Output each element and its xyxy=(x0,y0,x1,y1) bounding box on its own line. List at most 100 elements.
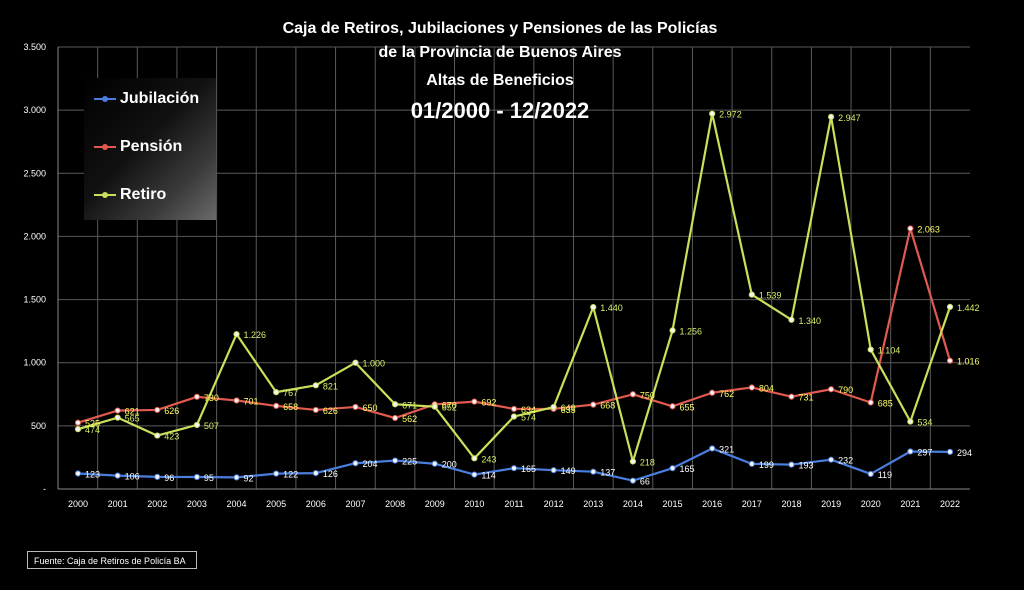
data-label-jubilacion: 294 xyxy=(957,448,972,458)
data-point-retiro xyxy=(827,113,835,120)
data-label-retiro: 767 xyxy=(283,388,298,398)
data-point-pension xyxy=(867,399,874,406)
data-point-pension xyxy=(709,389,716,396)
data-point-pension xyxy=(391,414,399,422)
data-point-jubilacion xyxy=(193,473,201,481)
data-point-retiro xyxy=(946,303,954,310)
data-label-jubilacion: 200 xyxy=(442,460,457,470)
legend-swatch-pension xyxy=(94,144,116,150)
data-point-jubilacion xyxy=(946,448,954,455)
data-label-pension: 658 xyxy=(283,402,298,412)
data-label-jubilacion: 122 xyxy=(283,470,298,480)
x-tick-label: 2011 xyxy=(504,499,523,509)
data-label-pension: 670 xyxy=(442,400,457,410)
data-label-pension: 1.016 xyxy=(957,357,980,367)
y-axis: - 500 1.000 1.500 2.000 2.500 3.000 3.500 xyxy=(23,42,46,494)
data-point-retiro xyxy=(193,421,201,429)
data-label-retiro: 1.340 xyxy=(798,316,821,326)
data-label-jubilacion: 114 xyxy=(481,471,495,481)
data-label-retiro: 2.947 xyxy=(838,113,861,123)
chart-title-line-1: Caja de Retiros, Jubilaciones y Pensione… xyxy=(282,20,718,37)
data-label-jubilacion: 232 xyxy=(838,456,853,466)
legend-label-pension: Pensión xyxy=(120,138,183,155)
data-label-jubilacion: 225 xyxy=(402,457,417,467)
x-tick-label: 2020 xyxy=(861,499,881,509)
data-point-jubilacion xyxy=(233,474,240,481)
x-tick-label: 2010 xyxy=(464,499,484,509)
data-label-jubilacion: 137 xyxy=(600,468,615,478)
data-point-retiro xyxy=(907,418,914,425)
x-tick-label: 2007 xyxy=(345,499,365,509)
data-point-pension xyxy=(748,384,755,391)
chart-title-line-2: de la Provincia de Buenos Aires xyxy=(378,44,622,61)
x-tick-label: 2017 xyxy=(742,499,762,509)
data-label-retiro: 1.104 xyxy=(878,346,901,356)
chart-title-line-3: Altas de Beneficios xyxy=(426,72,574,89)
x-tick-label: 2008 xyxy=(385,499,405,509)
data-point-pension xyxy=(312,406,319,414)
data-label-jubilacion: 193 xyxy=(798,461,813,471)
data-point-jubilacion xyxy=(312,469,319,477)
data-point-jubilacion xyxy=(391,457,399,464)
data-label-jubilacion: 126 xyxy=(323,469,338,479)
data-point-retiro xyxy=(629,458,637,465)
data-point-jubilacion xyxy=(550,467,557,474)
data-point-pension xyxy=(669,403,676,410)
data-point-retiro xyxy=(788,316,795,323)
legend-label-retiro: Retiro xyxy=(120,186,167,203)
data-label-retiro: 821 xyxy=(323,381,338,391)
data-label-jubilacion: 297 xyxy=(917,447,932,457)
x-tick-label: 2019 xyxy=(821,499,841,509)
x-tick-label: 2009 xyxy=(425,499,445,509)
data-label-retiro: 423 xyxy=(164,432,179,442)
data-point-jubilacion xyxy=(748,460,755,467)
x-tick-label: 2018 xyxy=(781,499,801,509)
data-point-retiro xyxy=(669,327,676,334)
data-label-pension: 525 xyxy=(85,419,100,429)
x-tick-label: 2005 xyxy=(266,499,286,509)
data-label-pension: 2.063 xyxy=(917,224,940,234)
data-point-pension xyxy=(193,393,201,400)
data-label-jubilacion: 95 xyxy=(204,473,214,483)
data-label-retiro: 534 xyxy=(917,418,932,428)
data-point-retiro xyxy=(273,389,280,396)
data-label-retiro: 652 xyxy=(442,403,457,413)
data-label-pension: 804 xyxy=(759,383,774,393)
data-point-jubilacion xyxy=(431,460,438,467)
data-point-pension xyxy=(352,403,359,411)
data-label-retiro: 2.972 xyxy=(719,110,742,120)
data-point-pension xyxy=(629,391,637,398)
y-tick-label: 1.000 xyxy=(23,358,46,368)
data-label-retiro: 574 xyxy=(521,413,536,423)
data-point-retiro xyxy=(233,331,240,338)
data-label-jubilacion: 165 xyxy=(680,464,695,474)
x-tick-label: 2015 xyxy=(663,499,683,509)
data-point-jubilacion xyxy=(669,465,676,472)
data-label-retiro: 671 xyxy=(402,400,417,410)
data-label-jubilacion: 321 xyxy=(719,444,734,454)
data-point-retiro xyxy=(391,401,399,408)
data-point-jubilacion xyxy=(154,473,161,480)
data-point-jubilacion xyxy=(510,465,518,472)
x-axis: 2000 2001 2002 2003 2004 2005 2006 2007 2008 2009… xyxy=(68,499,960,509)
data-label-jubilacion: 92 xyxy=(244,473,254,483)
data-label-pension: 790 xyxy=(838,385,853,395)
data-label-pension: 701 xyxy=(244,396,259,406)
data-point-pension xyxy=(471,398,478,405)
data-point-jubilacion xyxy=(709,445,716,452)
chart-title-period: 01/2000 - 12/2022 xyxy=(410,98,590,123)
data-point-retiro xyxy=(867,346,874,353)
legend-swatch-retiro xyxy=(94,192,116,198)
y-tick-label: 2.500 xyxy=(23,168,46,178)
data-label-retiro: 1.226 xyxy=(244,330,267,340)
data-point-pension xyxy=(114,407,121,414)
data-point-retiro xyxy=(471,455,478,462)
data-label-retiro: 474 xyxy=(85,425,100,435)
legend-swatch-jubilacion xyxy=(94,96,116,102)
data-label-pension: 668 xyxy=(600,401,615,411)
x-tick-label: 2001 xyxy=(108,499,128,509)
source-note: Fuente: Caja de Retiros de Policía BA xyxy=(27,551,197,569)
data-label-jubilacion: 119 xyxy=(878,470,892,480)
legend-item-retiro: Retiro xyxy=(94,186,166,204)
data-point-jubilacion xyxy=(907,448,914,455)
